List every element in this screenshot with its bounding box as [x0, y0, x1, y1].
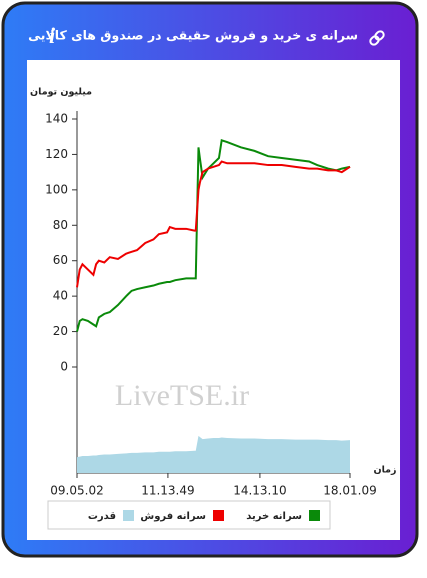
x-tick-label: 09.05.02: [50, 484, 103, 498]
x-axis-label: زمان: [373, 465, 396, 476]
legend-label: قدرت: [88, 511, 116, 522]
y-tick-label: 40: [53, 289, 68, 303]
y-tick-label: 120: [45, 147, 68, 161]
y-tick-label: 60: [53, 253, 68, 267]
watermark: LiveTSE.ir: [115, 379, 249, 412]
y-tick-label: 80: [53, 218, 68, 232]
y-tick-label: 0: [60, 360, 68, 374]
legend-swatch: [123, 510, 134, 521]
x-tick-label: 18.01.09: [323, 484, 376, 498]
y-axis-label: میلیون تومان: [30, 87, 92, 98]
legend-swatch: [213, 510, 224, 521]
title: سرانه ی خرید و فروش حقیقی در صندوق های ک…: [28, 28, 358, 43]
y-tick-label: 100: [45, 182, 68, 196]
power-area: [77, 435, 350, 473]
info-icon[interactable]: i: [49, 23, 56, 48]
link-icon[interactable]: [369, 30, 385, 46]
x-tick-label: 14.13.10: [233, 484, 286, 498]
legend-swatch: [309, 510, 320, 521]
x-tick-label: 11.13.49: [141, 484, 194, 498]
legend-box: [47, 500, 331, 530]
series-line: [76, 138, 351, 332]
y-tick-label: 140: [45, 112, 68, 126]
series-line: [76, 160, 351, 288]
legend-label: سرانه خرید: [246, 511, 302, 522]
y-tick-label: 20: [53, 324, 68, 338]
legend-label: سرانه فروش: [140, 511, 206, 522]
